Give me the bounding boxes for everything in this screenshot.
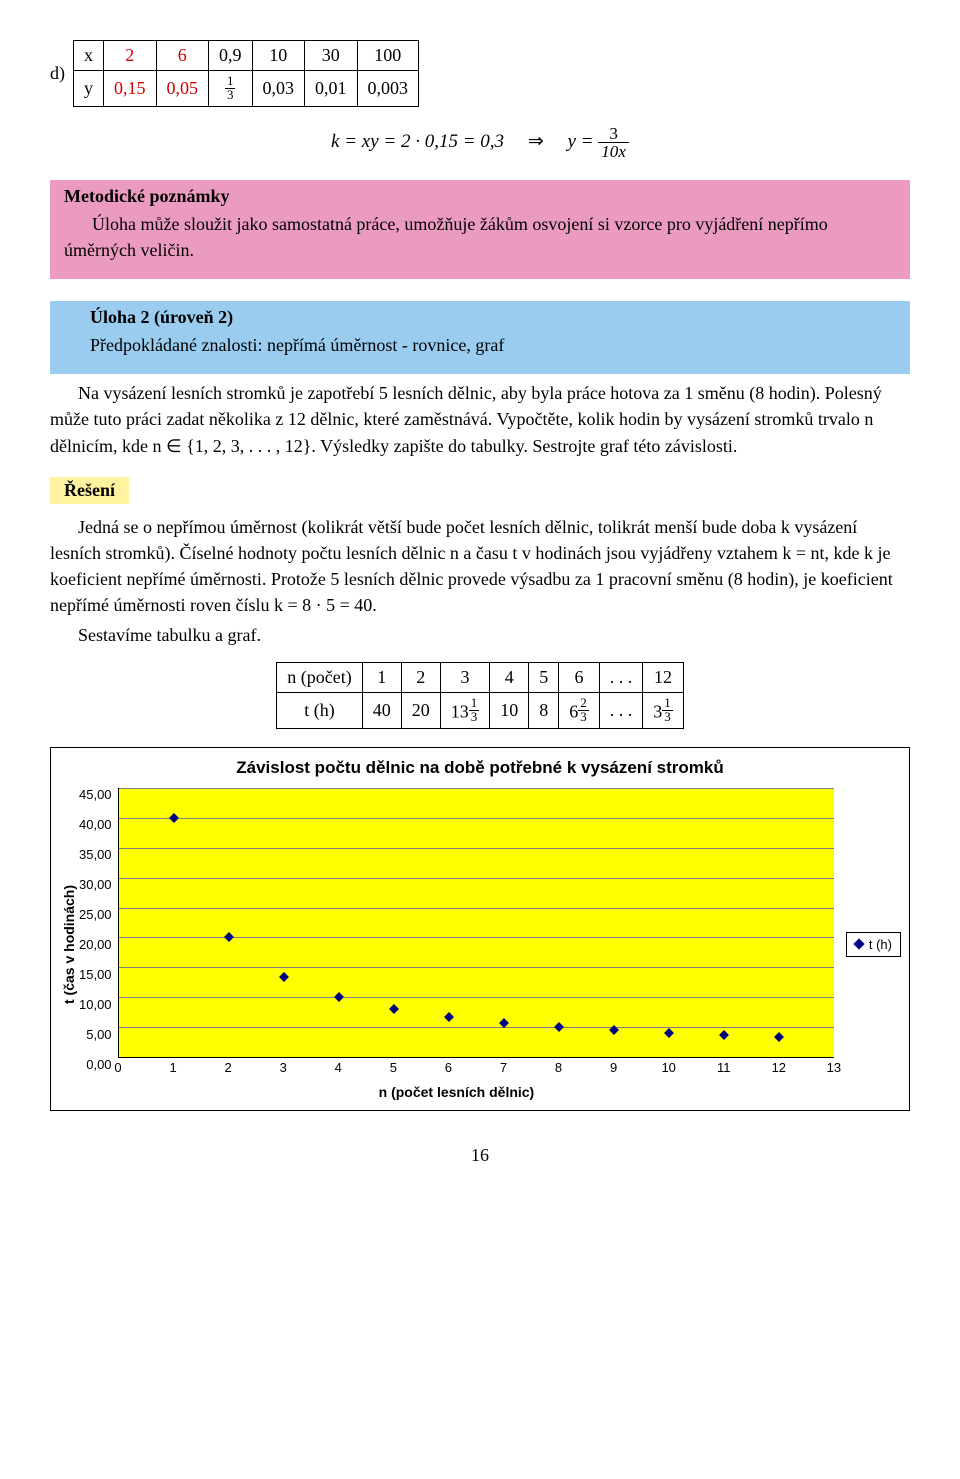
legend-marker-icon (853, 938, 864, 949)
result-table-wrap: n (počet) 1 2 3 4 5 6 . . . 12 t (h) 40 … (50, 662, 910, 729)
chart-xtick: 3 (280, 1060, 287, 1075)
notes-title: Metodické poznámky (64, 186, 896, 207)
chart-xtick: 6 (445, 1060, 452, 1075)
chart-xtick: 2 (225, 1060, 232, 1075)
chart-xlabel: n (počet lesních dělnic) (79, 1084, 834, 1100)
chart-xtick: 8 (555, 1060, 562, 1075)
chart-point (719, 1030, 729, 1040)
table-row: x 2 6 0,9 10 30 100 (74, 41, 419, 71)
fraction: 3 10x (598, 125, 629, 160)
solution-paragraph: Jedná se o nepřímou úměrnost (kolikrát v… (50, 514, 910, 618)
task-paragraph: Na vysázení lesních stromků je zapotřebí… (50, 380, 910, 458)
chart-title: Závislost počtu dělnic na době potřebné … (59, 758, 901, 778)
table-row: t (h) 40 20 1313 10 8 623 . . . 313 (277, 693, 683, 729)
fraction: 1 3 (225, 75, 235, 102)
chart-point (279, 972, 289, 982)
fraction: 23 (578, 697, 588, 724)
row-y-label: y (74, 71, 104, 107)
item-d-label: d) (50, 63, 65, 84)
chart-xtick: 13 (827, 1060, 841, 1075)
chart-xtick: 0 (114, 1060, 121, 1075)
chart-yticks: 45,0040,0035,0030,0025,0020,0015,0010,00… (79, 788, 118, 1058)
chart-point (389, 1004, 399, 1014)
equation-block: k = xy = 2 · 0,15 = 0,3 ⇒ y = 3 10x (50, 125, 910, 160)
result-table: n (počet) 1 2 3 4 5 6 . . . 12 t (h) 40 … (276, 662, 683, 729)
chart-point (664, 1028, 674, 1038)
chart-xtick: 10 (661, 1060, 675, 1075)
task-subtitle: Předpokládané znalosti: nepřímá úměrnost… (90, 332, 896, 358)
chart-point (554, 1022, 564, 1032)
solution-paragraph: Sestavíme tabulku a graf. (50, 622, 910, 648)
chart-point (334, 992, 344, 1002)
chart-xtick: 4 (335, 1060, 342, 1075)
solution-tag: Řešení (50, 477, 129, 504)
chart-point (774, 1032, 784, 1042)
chart-plot-area (118, 788, 834, 1058)
chart-point (224, 933, 234, 943)
page-number: 16 (50, 1145, 910, 1166)
table-row: y 0,15 0,05 1 3 0,03 0,01 0,003 (74, 71, 419, 107)
chart-point (444, 1012, 454, 1022)
chart-xtick: 9 (610, 1060, 617, 1075)
task-box: Úloha 2 (úroveň 2) Předpokládané znalost… (50, 301, 910, 374)
table-row: n (počet) 1 2 3 4 5 6 . . . 12 (277, 663, 683, 693)
notes-text: Úloha může sloužit jako samostatná práce… (64, 211, 896, 263)
fraction: 13 (662, 697, 672, 724)
chart-xticks: 012345678910111213 (79, 1060, 834, 1078)
item-d-table: x 2 6 0,9 10 30 100 y 0,15 0,05 1 3 0,03… (73, 40, 419, 107)
row-x-label: x (74, 41, 104, 71)
item-d-row: d) x 2 6 0,9 10 30 100 y 0,15 0,05 1 3 0… (50, 40, 910, 107)
chart-container: Závislost počtu dělnic na době potřebné … (50, 747, 910, 1111)
chart-xtick: 11 (717, 1060, 731, 1075)
task-title: Úloha 2 (úroveň 2) (90, 307, 896, 328)
chart-legend: t (h) (846, 932, 901, 957)
chart-xtick: 1 (169, 1060, 176, 1075)
chart-point (169, 813, 179, 823)
chart-xtick: 7 (500, 1060, 507, 1075)
chart-xtick: 12 (772, 1060, 786, 1075)
notes-box: Metodické poznámky Úloha může sloužit ja… (50, 180, 910, 279)
chart-ylabel: t (čas v hodinách) (59, 788, 79, 1100)
chart-xtick: 5 (390, 1060, 397, 1075)
fraction: 13 (469, 697, 479, 724)
